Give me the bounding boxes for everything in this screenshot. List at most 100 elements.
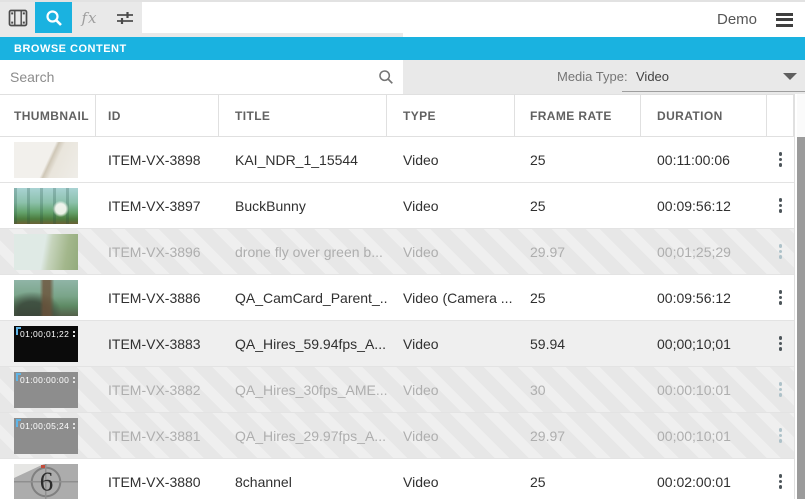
table-row[interactable]: ITEM-VX-3898 KAI_NDR_1_15544 Video 25 00… xyxy=(0,137,794,183)
row-menu-kebab-icon[interactable] xyxy=(775,378,787,401)
thumbnail[interactable] xyxy=(14,187,78,224)
marker-icon xyxy=(16,326,21,335)
title-cell: BuckBunny xyxy=(235,197,306,214)
title-cell: KAI_NDR_1_15544 xyxy=(235,151,358,168)
search-icon xyxy=(45,9,62,26)
actions-cell xyxy=(767,321,794,366)
marker-icon xyxy=(16,418,21,427)
type-cell: Video (Camera ... xyxy=(403,289,513,306)
duration-cell: 00:09:56:12 xyxy=(657,289,731,306)
vertical-scrollbar[interactable] xyxy=(797,94,805,499)
frame-rate-cell: 25 xyxy=(530,289,546,306)
thumbnail[interactable] xyxy=(14,233,78,270)
id-cell: ITEM-VX-3881 xyxy=(108,427,201,444)
thumbnail-timecode: 01;00;01;22 xyxy=(20,328,70,339)
title-cell: 8channel xyxy=(235,473,292,490)
row-menu-kebab-icon[interactable] xyxy=(775,240,787,263)
audio-marks-icon xyxy=(73,376,75,385)
row-menu-kebab-icon[interactable] xyxy=(775,148,787,171)
table-row[interactable]: ITEM-VX-3897 BuckBunny Video 25 00:09:56… xyxy=(0,183,794,229)
effects-fx-button[interactable]: fx xyxy=(72,2,107,33)
effects-fx-icon: fx xyxy=(81,8,98,27)
panel-header: BROWSE CONTENT xyxy=(0,37,805,60)
thumbnail[interactable] xyxy=(14,141,78,178)
audio-marks-icon xyxy=(73,422,75,431)
search-icon[interactable] xyxy=(377,68,395,86)
actions-cell xyxy=(767,367,794,412)
media-type-value: Video xyxy=(636,69,670,84)
frame-rate-cell: 59.94 xyxy=(530,335,566,352)
frame-rate-cell: 25 xyxy=(530,473,546,490)
row-menu-kebab-icon[interactable] xyxy=(775,470,787,493)
thumbnail[interactable]: 01:00:00:00 xyxy=(14,371,78,408)
table-row[interactable]: ITEM-VX-3896 drone fly over green b... V… xyxy=(0,229,794,275)
table-row[interactable]: 01;00;05;24 ITEM-VX-3881 QA_Hires_29.97f… xyxy=(0,413,794,459)
title-cell: drone fly over green b... xyxy=(235,243,383,260)
table-body: ITEM-VX-3898 KAI_NDR_1_15544 Video 25 00… xyxy=(0,137,794,499)
panel-title: BROWSE CONTENT xyxy=(14,42,127,55)
table-row[interactable]: ITEM-VX-3886 QA_CamCard_Parent_... Video… xyxy=(0,275,794,321)
topbar-right: Demo xyxy=(717,2,793,37)
thumbnail-cell: 01:00:00:00 xyxy=(0,367,96,412)
thumbnail-cell xyxy=(0,137,96,182)
thumbnail[interactable]: 01;00;05;24 xyxy=(14,417,78,454)
actions-cell xyxy=(767,413,794,458)
search-box xyxy=(0,60,403,94)
toolbar-icon-group: fx xyxy=(0,2,142,33)
duration-cell: 00:11:00:06 xyxy=(657,151,730,168)
menu-hamburger-icon[interactable] xyxy=(776,11,793,29)
row-menu-kebab-icon[interactable] xyxy=(775,286,787,309)
table-row[interactable]: 01;00;01;22 ITEM-VX-3883 QA_Hires_59.94f… xyxy=(0,321,794,367)
film-strip-icon[interactable] xyxy=(0,2,35,33)
tune-sliders-icon xyxy=(116,11,133,24)
audio-marks-icon xyxy=(73,330,75,339)
thumbnail-cell xyxy=(0,229,96,274)
thumbnail-timecode: 01:00:00:00 xyxy=(20,374,70,385)
title-cell: QA_Hires_30fps_AME... xyxy=(235,381,387,398)
id-cell: ITEM-VX-3880 xyxy=(108,473,201,490)
thumbnail[interactable] xyxy=(14,279,78,316)
column-header-frame-rate[interactable]: FRAME RATE xyxy=(515,95,641,136)
tune-sliders-button[interactable] xyxy=(107,2,142,33)
title-cell: QA_CamCard_Parent_... xyxy=(235,289,387,306)
id-cell: ITEM-VX-3896 xyxy=(108,243,201,260)
column-header-type[interactable]: TYPE xyxy=(387,95,515,136)
filter-row: Media Type: Video xyxy=(0,60,805,94)
thumbnail[interactable]: 6 xyxy=(14,463,78,499)
actions-cell xyxy=(767,275,794,320)
thumbnail-cell xyxy=(0,183,96,228)
duration-cell: 00;00;10;01 xyxy=(657,427,731,444)
frame-rate-cell: 30 xyxy=(530,381,546,398)
user-menu-label[interactable]: Demo xyxy=(716,11,757,28)
thumbnail-cell: 01;00;01;22 xyxy=(0,321,96,366)
row-menu-kebab-icon[interactable] xyxy=(775,194,787,217)
frame-rate-cell: 25 xyxy=(530,151,546,168)
duration-cell: 00:02:00:01 xyxy=(657,473,731,490)
id-cell: ITEM-VX-3883 xyxy=(108,335,201,352)
table-row[interactable]: 6 ITEM-VX-3880 8channel Video 25 00:02:0… xyxy=(0,459,794,499)
thumbnail[interactable]: 01;00;01;22 xyxy=(14,325,78,362)
table-row[interactable]: 01:00:00:00 ITEM-VX-3882 QA_Hires_30fps_… xyxy=(0,367,794,413)
frame-rate-cell: 29.97 xyxy=(530,243,566,260)
type-cell: Video xyxy=(403,427,439,444)
row-menu-kebab-icon[interactable] xyxy=(775,424,787,447)
thumbnail-cell xyxy=(0,275,96,320)
search-tab-button[interactable] xyxy=(35,2,72,33)
scrollbar-thumb[interactable] xyxy=(797,137,805,499)
column-header-thumbnail[interactable]: THUMBNAIL xyxy=(0,95,96,136)
table-header: THUMBNAIL ID TITLE TYPE FRAME RATE DURAT… xyxy=(0,94,794,137)
search-input[interactable] xyxy=(0,60,403,94)
row-menu-kebab-icon[interactable] xyxy=(775,332,787,355)
column-header-duration[interactable]: DURATION xyxy=(641,95,767,136)
toolbar-underline xyxy=(0,33,403,37)
column-header-id[interactable]: ID xyxy=(96,95,219,136)
duration-cell: 00;01;25;29 xyxy=(657,243,731,260)
column-header-title[interactable]: TITLE xyxy=(219,95,387,136)
type-cell: Video xyxy=(403,243,439,260)
media-type-select[interactable] xyxy=(622,60,805,94)
media-type-filter: Media Type: Video xyxy=(403,60,805,94)
id-cell: ITEM-VX-3886 xyxy=(108,289,201,306)
type-cell: Video xyxy=(403,335,439,352)
top-toolbar: fx Demo xyxy=(0,2,805,37)
